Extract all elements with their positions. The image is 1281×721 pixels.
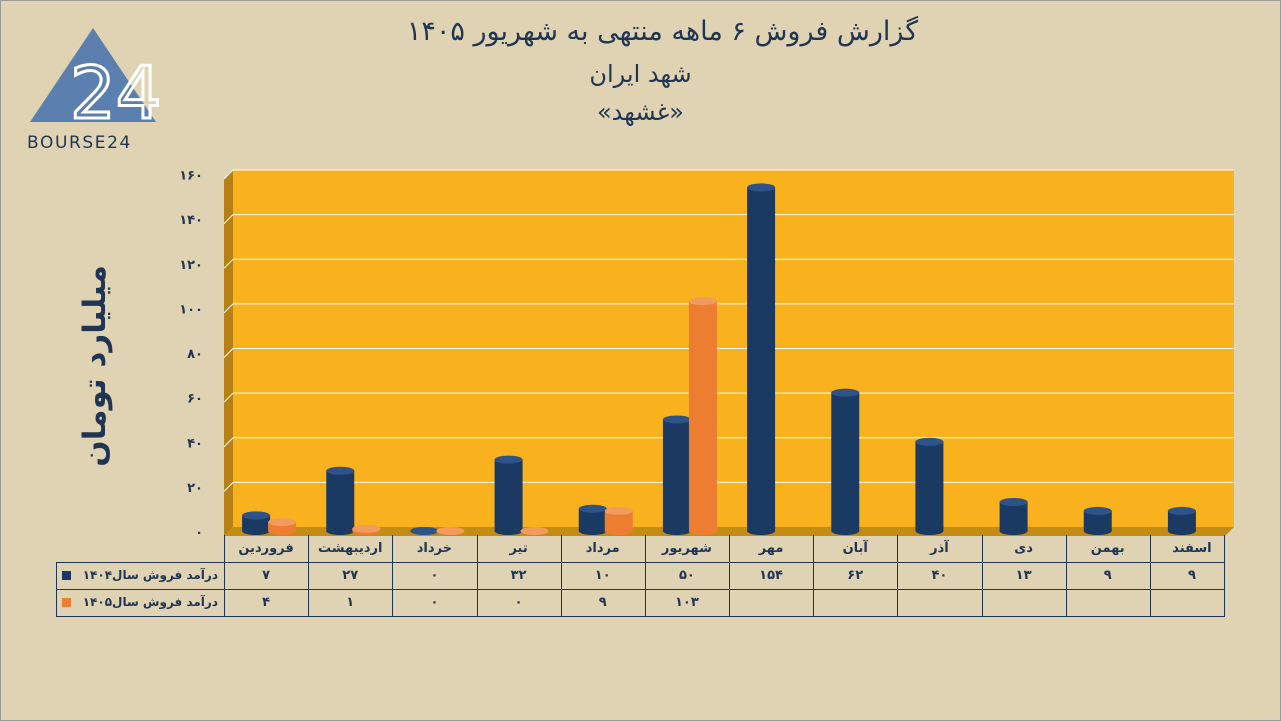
bar-1404-8 [915, 437, 944, 535]
category-label: دی [1014, 541, 1033, 556]
table-cell: ۱۳ [1015, 568, 1032, 583]
bar-1404-1 [326, 466, 355, 535]
table-rule [224, 535, 225, 617]
table-cell: ۱ [346, 595, 355, 610]
table-cell: ۰ [514, 595, 523, 610]
table-cell: ۹ [598, 595, 607, 610]
plot-floor [224, 527, 1234, 536]
table-cell [813, 589, 897, 616]
bar-1404-4 [578, 504, 607, 535]
ticker-symbol: «غشهد» [597, 98, 684, 126]
bar-1404-11 [1167, 506, 1196, 535]
table-rule [56, 562, 1225, 563]
bar-1405-2 [436, 527, 465, 535]
table-rule [1150, 535, 1151, 617]
table-cell: ۱۵۴ [759, 568, 783, 583]
y-tick-label: ۴۰ [187, 436, 203, 451]
bar-1404-0 [242, 511, 271, 535]
table-cell: ۵۰ [678, 568, 695, 583]
table-rule [392, 535, 393, 617]
table-rule [1224, 535, 1225, 617]
y-tick-label: ۱۶۰ [179, 169, 203, 184]
table-cell: ۱۰۳ [675, 595, 699, 610]
bar-1405-1 [352, 524, 381, 535]
legend-key [62, 598, 71, 607]
y-tick-label: ۱۲۰ [179, 258, 203, 273]
bar-1404-2 [410, 527, 439, 535]
y-tick-label: ۱۴۰ [179, 213, 203, 228]
table-cell [1150, 589, 1234, 616]
table-cell: ۱۰ [594, 568, 611, 583]
table-cell: ۰ [430, 595, 439, 610]
table-rule [897, 535, 898, 617]
table-rule [561, 535, 562, 617]
legend-key [62, 571, 71, 580]
bar-1405-0 [268, 518, 297, 535]
table-cell [729, 589, 813, 616]
table-cell: ۴ [262, 595, 271, 610]
bar-1404-9 [999, 497, 1028, 535]
category-label: تیر [509, 541, 528, 556]
table-cell [1066, 589, 1150, 616]
bar-1404-10 [1083, 506, 1112, 535]
table-rule [308, 535, 309, 617]
table-rule [1066, 535, 1067, 617]
table-rule [56, 616, 1225, 617]
category-label: اردیبهشت [318, 541, 383, 556]
y-tick-label: ۲۰ [187, 481, 203, 496]
category-label: شهریور [661, 541, 712, 556]
logo-text: BOURSE24 [27, 133, 132, 153]
legend-entry: درآمد فروش سال۱۴۰۵ [82, 595, 218, 609]
table-cell: ۰ [430, 568, 439, 583]
table-rule [477, 535, 478, 617]
table-cell [982, 589, 1066, 616]
legend-entry: درآمد فروش سال۱۴۰۴ [82, 568, 218, 582]
category-label: فروردین [238, 541, 294, 556]
table-cell: ۶۲ [847, 568, 864, 583]
category-label: آذر [930, 541, 949, 556]
table-cell: ۷ [262, 568, 271, 583]
y-tick-label: ۱۰۰ [179, 302, 203, 317]
table-cell: ۴۰ [931, 568, 948, 583]
logo-mark: 24 [70, 51, 160, 135]
y-tick-label: ۸۰ [187, 347, 203, 362]
table-cell: ۹ [1187, 568, 1196, 583]
table-rule [645, 535, 646, 617]
table-cell: ۹ [1103, 568, 1112, 583]
bar-1405-5 [688, 297, 717, 535]
bar-1404-6 [747, 183, 776, 535]
bar-1404-5 [662, 415, 691, 535]
category-label: مهر [758, 541, 784, 556]
table-cell [897, 589, 981, 616]
y-tick-label: ۰ [195, 526, 203, 541]
bar-1405-4 [604, 506, 633, 535]
category-label: مرداد [585, 541, 620, 556]
bar-1405-3 [520, 527, 549, 535]
company-name: شهد ایران [589, 60, 692, 88]
category-label: بهمن [1090, 541, 1125, 556]
bourse24-logo: 24 [30, 28, 160, 137]
category-label: اسفند [1172, 541, 1212, 556]
bar-1404-3 [494, 455, 523, 535]
table-rule [813, 535, 814, 617]
chart-title: گزارش فروش ۶ ماهه منتهی به شهریور ۱۴۰۵ [406, 16, 919, 47]
table-rule [982, 535, 983, 617]
y-tick-label: ۶۰ [187, 392, 203, 407]
table-rule [729, 535, 730, 617]
bar-1404-7 [831, 388, 860, 535]
table-cell: ۳۲ [510, 568, 527, 583]
table-rule [56, 589, 1225, 590]
category-label: خرداد [416, 541, 453, 556]
table-cell: ۲۷ [342, 568, 359, 583]
category-label: آبان [842, 541, 868, 556]
